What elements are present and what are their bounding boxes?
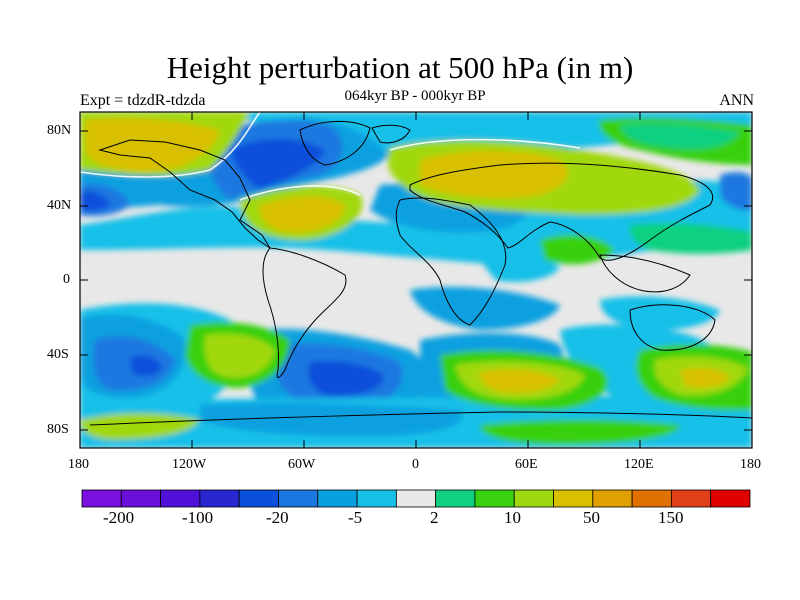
colorbar-box: [317, 489, 358, 508]
colorbar-label: -5: [348, 508, 363, 527]
height-perturbation-field: [80, 112, 752, 448]
colorbar-label: 2: [430, 508, 439, 527]
colorbar-box: [81, 489, 122, 508]
colorbar-box: [356, 489, 397, 508]
plot-subtitle: 064kyr BP - 000kyr BP: [344, 88, 486, 104]
colorbar-label: -100: [182, 508, 214, 527]
colorbar-label: 50: [583, 508, 600, 527]
colorbar-box: [553, 489, 594, 508]
lon-label-60e: 60E: [515, 457, 538, 472]
lat-label-80s: 80S: [47, 422, 69, 437]
colorbar-box: [278, 489, 319, 508]
lat-label-0: 0: [63, 272, 70, 287]
colorbar-label: -20: [266, 508, 289, 527]
colorbar-box: [238, 489, 279, 508]
axis-ticks: [80, 112, 752, 448]
lon-label-0: 0: [412, 457, 419, 472]
colorbar-box: [120, 489, 161, 508]
experiment-label: Expt = tdzdR-tdzda: [80, 92, 206, 109]
colorbar-box: [395, 489, 437, 508]
coastlines: [89, 120, 752, 426]
lat-label-80n: 80N: [47, 123, 72, 138]
colorbar-label: 10: [504, 508, 521, 527]
colorbar-label: -200: [103, 508, 135, 527]
lon-label-60w: 60W: [288, 457, 316, 472]
colorbar-box: [631, 489, 672, 508]
colorbar-box: [592, 489, 633, 508]
colorbar: [81, 489, 751, 508]
colorbar-box: [710, 489, 751, 508]
lon-label-120e: 120E: [624, 457, 654, 472]
colorbar-box: [513, 489, 554, 508]
season-label: ANN: [719, 92, 754, 109]
plot-title: Height perturbation at 500 hPa (in m): [166, 50, 634, 85]
colorbar-label: 150: [658, 508, 684, 527]
colorbar-box: [435, 489, 476, 508]
colorbar-box: [474, 489, 515, 508]
lat-label-40n: 40N: [47, 198, 72, 213]
lon-label-120w: 120W: [172, 457, 207, 472]
colorbar-box: [160, 489, 201, 508]
colorbar-box: [671, 489, 712, 508]
lon-label-180w: 180: [68, 457, 89, 472]
lon-label-180e: 180: [740, 457, 761, 472]
colorbar-box: [199, 489, 240, 508]
lat-label-40s: 40S: [47, 347, 69, 362]
